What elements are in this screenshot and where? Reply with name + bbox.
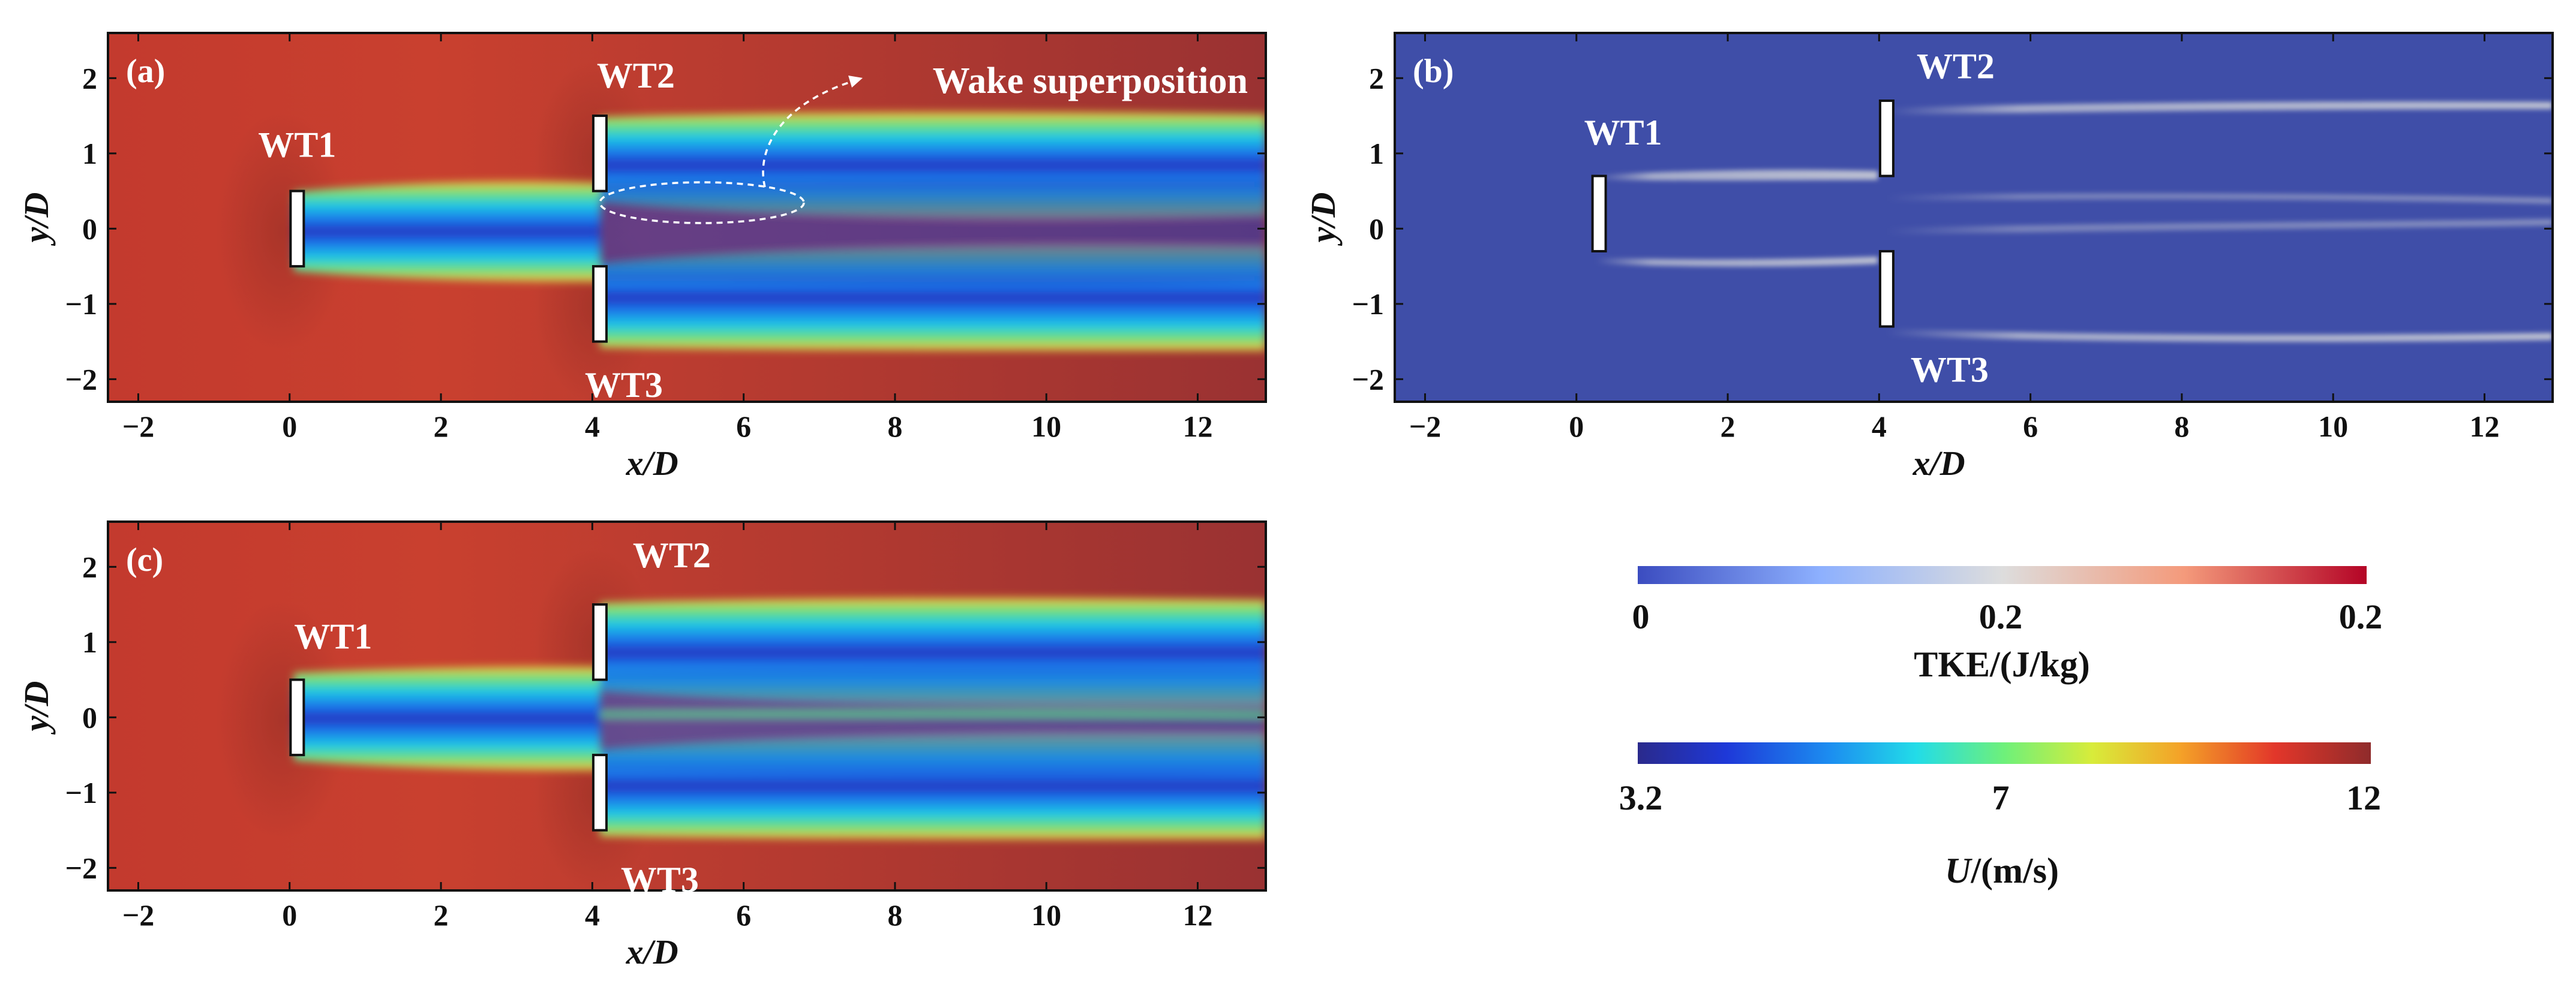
panel-a-ytick-label: −2 xyxy=(65,362,98,396)
panel-c-xtick-label: 10 xyxy=(1031,898,1061,932)
turbine-wt3-rotor xyxy=(592,754,608,832)
panel-a-xtick-label: 8 xyxy=(887,410,902,443)
turbine-wt3-label: WT3 xyxy=(585,365,663,405)
panel-b-ytick-label: 1 xyxy=(1369,137,1384,170)
panel-c-ylabel: y/D xyxy=(17,681,56,735)
colorbar-velocity-label-symbol: U xyxy=(1945,851,1972,890)
panel-a-xtick-label: 4 xyxy=(585,410,600,443)
turbine-wt1-rotor xyxy=(1591,174,1607,252)
turbine-wt2-label: WT2 xyxy=(1917,47,1995,86)
panel-c-xtick-label: 8 xyxy=(887,898,902,932)
panel-c-xtick-label: −2 xyxy=(122,898,155,932)
turbine-wt2-label: WT2 xyxy=(597,56,675,95)
panel-b-xtick-label: 0 xyxy=(1569,410,1584,443)
colorbar-velocity-label: U/(m/s) xyxy=(1945,851,2059,890)
panel-c-ytick-label: −2 xyxy=(65,851,98,884)
turbine-wt2-rotor xyxy=(592,115,608,192)
panel-b-xtick-label: 6 xyxy=(2023,410,2038,443)
chart-dynamic-layer: −2 0 2 4 6 8 10 12210−1−2x/Dy/D(a)WT1WT2WT3Wake… xyxy=(17,33,2553,971)
panel-a-field xyxy=(108,33,1266,402)
colorbar-tke: 0 0.2 0.2 TKE/(J/kg) xyxy=(1632,566,2383,684)
colorbar-tke-tick-2: 0.2 xyxy=(2339,597,2383,636)
colorbar-tke-tick-1: 0.2 xyxy=(1979,597,2023,636)
panel-c-ytick-label: 2 xyxy=(82,550,97,583)
panel-b-ylabel: y/D xyxy=(1304,192,1343,246)
colorbar-tke-label: TKE/(J/kg) xyxy=(1914,645,2089,684)
panel-a-ytick-label: 2 xyxy=(82,61,97,95)
turbine-wt2-rotor xyxy=(1878,99,1895,177)
panel-a-ytick-label: 1 xyxy=(82,137,97,170)
panel-b-xtick-label: 4 xyxy=(1872,410,1887,443)
turbine-wt1-rotor xyxy=(289,678,305,757)
panel-c-xtick-label: 4 xyxy=(585,898,600,932)
panel-c-ytick-label: 0 xyxy=(82,700,97,734)
panel-c-xtick-label: 6 xyxy=(736,898,751,932)
panel-b-label: (b) xyxy=(1413,53,1454,90)
panel-b-ytick-label: −2 xyxy=(1352,362,1385,396)
colorbar-velocity-label-unit: /(m/s) xyxy=(1970,851,2059,890)
panel-c-ytick-label: 1 xyxy=(82,625,97,659)
turbine-wt3-rotor xyxy=(592,265,608,343)
panel-c-label: (c) xyxy=(126,541,163,579)
panel-c-velocity xyxy=(107,520,1267,892)
panel-a-xtick-label: 10 xyxy=(1031,410,1061,443)
colorbar-tke-tick-0: 0 xyxy=(1632,597,1650,636)
panel-b-tke xyxy=(1394,32,2554,403)
turbine-wt1-rotor xyxy=(289,189,305,268)
panel-a-xtick-label: 2 xyxy=(434,410,449,443)
panel-b-ytick-label: 0 xyxy=(1369,212,1384,245)
panel-a-ytick-label: −1 xyxy=(65,287,98,321)
colorbar-velocity-gradient xyxy=(1638,742,2371,764)
panel-b-field xyxy=(1395,33,2553,402)
turbine-wt1-label: WT1 xyxy=(1584,113,1662,152)
panel-c-xtick-label: 2 xyxy=(434,898,449,932)
panel-c-xtick-label: 0 xyxy=(282,898,297,932)
panel-a-velocity xyxy=(107,32,1267,403)
panel-a-xlabel: x/D xyxy=(626,444,678,483)
colorbar-tke-gradient xyxy=(1638,566,2367,584)
panel-c-xlabel: x/D xyxy=(626,932,678,971)
panel-b-xtick-label: −2 xyxy=(1409,410,1442,443)
panel-b-ytick-label: −1 xyxy=(1352,287,1385,321)
panel-a-xtick-label: 6 xyxy=(736,410,751,443)
panel-a-label: (a) xyxy=(126,53,165,90)
turbine-wt1-label: WT1 xyxy=(258,125,336,164)
panel-a-ylabel: y/D xyxy=(17,192,56,246)
wake-superposition-annotation xyxy=(599,76,863,224)
turbine-wt3-rotor xyxy=(1878,249,1895,328)
colorbar-velocity-tick-1: 7 xyxy=(1992,778,2010,817)
panel-a-xtick-label: 12 xyxy=(1182,410,1212,443)
panel-c-xtick-label: 12 xyxy=(1182,898,1212,932)
panel-a-xtick-label: −2 xyxy=(122,410,155,443)
panel-b-xtick-label: 8 xyxy=(2174,410,2189,443)
panel-b-xtick-label: 12 xyxy=(2469,410,2499,443)
turbine-wt3-label: WT3 xyxy=(621,860,699,899)
colorbar-velocity-tick-2: 12 xyxy=(2346,778,2381,817)
panel-c-field xyxy=(108,522,1266,890)
panel-a-xtick-label: 0 xyxy=(282,410,297,443)
colorbar-velocity: 3.2 7 12 U/(m/s) xyxy=(1619,742,2381,890)
panel-a-ytick-label: 0 xyxy=(82,212,97,245)
panel-b-xtick-label: 2 xyxy=(1721,410,1736,443)
panel-b-xlabel: x/D xyxy=(1913,444,1965,483)
turbine-wt2-label: WT2 xyxy=(633,535,711,575)
panel-b-ytick-label: 2 xyxy=(1369,61,1384,95)
colorbar-velocity-tick-0: 3.2 xyxy=(1619,778,1663,817)
panel-c-ytick-label: −1 xyxy=(65,776,98,810)
panel-b-xtick-label: 10 xyxy=(2318,410,2348,443)
turbine-wt1-label: WT1 xyxy=(294,616,372,656)
turbine-wt2-rotor xyxy=(592,603,608,681)
wake-superposition-label: Wake superposition xyxy=(933,61,1248,101)
turbine-wt3-label: WT3 xyxy=(1911,350,1989,390)
